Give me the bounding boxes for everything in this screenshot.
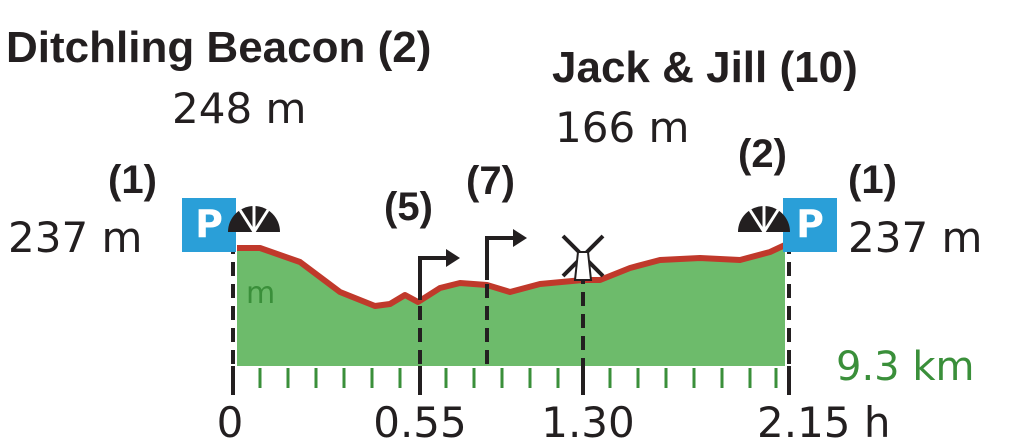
parking-icon — [783, 198, 837, 252]
waypoint-label: (5) — [384, 185, 433, 229]
direction-arrow — [446, 229, 527, 267]
profile-area — [237, 245, 785, 366]
parking-label: P — [796, 202, 824, 246]
start-name: Ditchling Beacon (2) — [6, 23, 431, 72]
time-label: 0.55 — [373, 398, 467, 443]
time-label: 0 — [217, 398, 244, 443]
major-ticks — [231, 366, 791, 395]
time-label: 2.15 h — [757, 398, 891, 443]
viewpoint-rays — [238, 206, 780, 233]
right-elevation: 237 m — [848, 213, 982, 262]
axis-unit: m — [246, 276, 275, 311]
left-marker: (1) — [108, 158, 157, 202]
axis-ticks — [258, 368, 778, 388]
parking-icon — [182, 198, 236, 252]
right-marker: (1) — [848, 158, 897, 202]
start-elevation: 248 m — [172, 84, 306, 133]
peak-elevation: 166 m — [555, 103, 689, 152]
peak-name: Jack & Jill (10) — [552, 43, 858, 92]
viewpoint-icon — [228, 206, 790, 232]
windmill-body — [573, 251, 593, 281]
dashed-markers — [231, 240, 791, 366]
time-label: 1.30 — [541, 398, 635, 443]
distance-label: 9.3 km — [836, 344, 974, 390]
left-elevation: 237 m — [8, 213, 142, 262]
waypoint-label: (7) — [466, 159, 515, 203]
parking-label: P — [195, 202, 223, 246]
direction-sign — [418, 236, 515, 300]
waypoint-label: (2) — [738, 132, 787, 176]
